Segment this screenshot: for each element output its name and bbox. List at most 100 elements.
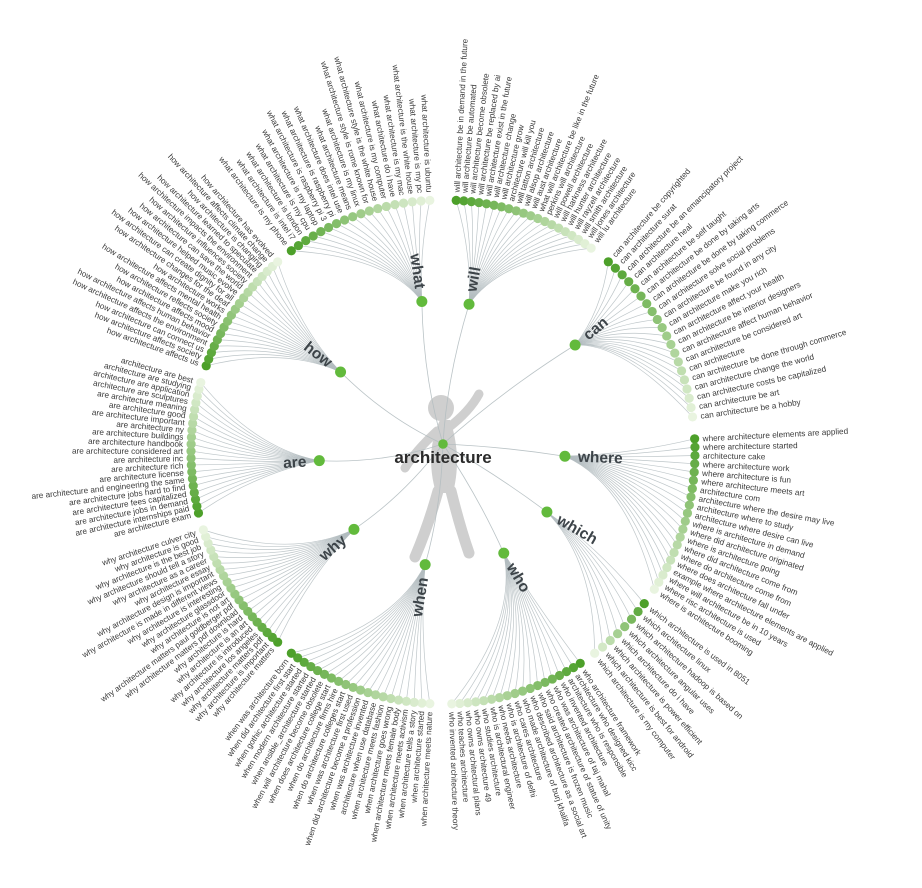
leaf-connector-line (386, 206, 423, 302)
category-label-which[interactable]: which (553, 511, 600, 548)
category-dot (348, 523, 360, 535)
leaf-connector-line (546, 511, 626, 627)
leaf-dot (187, 425, 197, 435)
leaf-dot (682, 384, 692, 394)
leaf-dot (624, 277, 634, 287)
category-dot (335, 366, 347, 378)
leaf-connector-line (574, 281, 630, 346)
leaf-dot (682, 508, 693, 518)
leaf-connector-line (463, 200, 471, 305)
leaf-dot (502, 691, 512, 701)
leaf-connector-line (468, 208, 510, 305)
leaf-dot (186, 439, 196, 449)
leaf-connector-line (468, 239, 579, 305)
leaf-connector-line (503, 552, 546, 683)
category-label-will[interactable]: will (463, 265, 484, 294)
category-label-when[interactable]: when (409, 576, 432, 619)
category-label-what[interactable]: what (406, 252, 428, 290)
leaf-dot (348, 212, 358, 222)
leaf-dot (313, 665, 323, 676)
leaf-connector-line (328, 227, 423, 302)
leaf-dot (481, 199, 492, 209)
leaf-connector-line (422, 564, 431, 704)
leaf-question[interactable]: architecture cake (703, 452, 766, 462)
leaf-connector-line (564, 455, 668, 568)
leaf-connector-line (390, 564, 426, 699)
leaf-connector-line (369, 210, 423, 302)
leaf-question[interactable]: who invented architecture theory (447, 711, 460, 831)
branch-connector-line (319, 443, 444, 462)
leaf-dot (662, 563, 672, 573)
leaf-connector-line (564, 446, 696, 457)
leaf-connector-line (468, 247, 592, 305)
branch-connector-line (353, 443, 444, 530)
leaf-dot (626, 614, 637, 624)
branch-connector-line (424, 443, 444, 565)
leaf-dot (496, 202, 507, 212)
leaf-connector-line (203, 529, 355, 545)
branch-connector-line (340, 371, 444, 445)
leaf-dot (393, 695, 404, 705)
leaf-dot (363, 687, 373, 698)
leaf-dot (688, 475, 698, 486)
leaf-dot (649, 584, 659, 594)
leaf-dot (416, 196, 426, 206)
leaf-question[interactable]: where architecture work (701, 460, 790, 473)
category-label-where[interactable]: where (577, 449, 624, 468)
leaf-connector-line (403, 203, 423, 302)
leaf-dot (479, 696, 489, 706)
leaf-dot (348, 682, 358, 693)
leaf-dot (684, 393, 694, 403)
leaf-dot (356, 209, 366, 219)
leaf-connector-line (574, 303, 647, 346)
leaf-connector-line (564, 455, 690, 506)
leaf-connector-line (298, 245, 423, 302)
leaf-dot (425, 195, 435, 205)
leaf-connector-line (546, 511, 603, 648)
leaf-question[interactable]: are architecture handbook (88, 437, 184, 449)
leaf-dot (620, 622, 630, 632)
leaf-dot (447, 699, 457, 709)
branch-connector-line (442, 344, 576, 445)
leaf-connector-line (336, 223, 423, 302)
leaf-dot (187, 467, 197, 477)
leaf-connector-line (344, 219, 423, 302)
leaf-dot (669, 547, 679, 558)
leaf-connector-line (564, 455, 692, 498)
leaf-dot (489, 200, 499, 210)
leaf-dot (401, 696, 411, 706)
leaf-dot (533, 213, 543, 224)
leaf-connector-line (468, 235, 573, 305)
leaf-question[interactable]: are architecture considered art (72, 447, 184, 456)
leaf-dot (654, 577, 664, 587)
leaf-dot (617, 270, 627, 280)
leaf-dot (486, 694, 497, 704)
leaf-dot (686, 492, 696, 502)
leaf-dot (561, 667, 572, 677)
leaf-connector-line (420, 200, 431, 302)
leaf-dot (673, 357, 683, 367)
leaf-dot (286, 648, 296, 658)
leaf-dot (672, 540, 682, 550)
leaf-question[interactable]: are architecture rich (111, 461, 184, 474)
leaf-dot (662, 331, 672, 341)
category-label-are[interactable]: are (283, 454, 308, 473)
leaf-dot (459, 196, 469, 206)
leaf-connector-line (420, 564, 426, 704)
leaf-question[interactable]: where architecture started (702, 441, 798, 452)
leaf-connector-line (272, 529, 355, 638)
leaf-connector-line (413, 564, 426, 703)
leaf-question[interactable]: are architecture inc (113, 454, 183, 465)
leaf-dot (690, 459, 700, 469)
leaf-dot (334, 676, 344, 686)
leaf-connector-line (475, 553, 510, 703)
leaf-connector-line (503, 552, 574, 668)
leaf-dot (639, 599, 649, 609)
leaf-dot (687, 484, 697, 494)
leaf-connector-line (546, 511, 611, 641)
leaf-connector-line (574, 295, 642, 346)
leaf-connector-line (575, 344, 693, 418)
leaf-connector-line (564, 455, 695, 473)
